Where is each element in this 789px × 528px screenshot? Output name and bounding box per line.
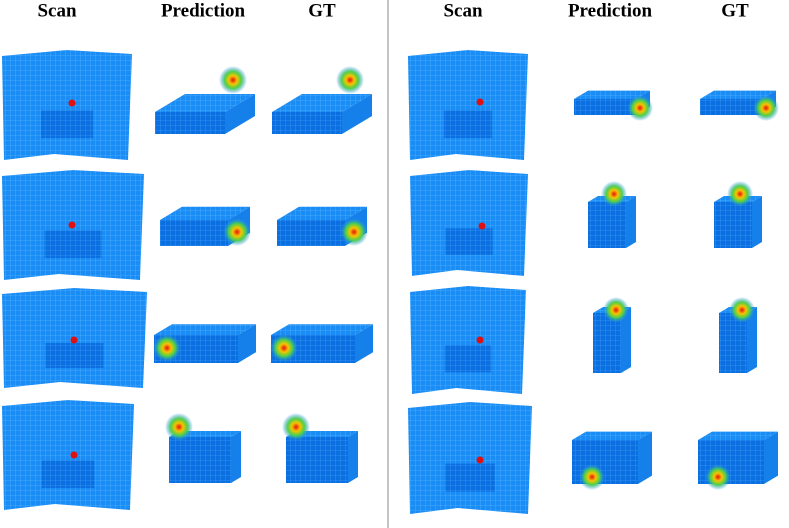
voxel-side [238, 324, 256, 363]
voxel-side [752, 196, 762, 248]
query-point [476, 336, 484, 344]
voxel-side [747, 307, 757, 373]
scan [410, 286, 526, 394]
voxel-front [714, 202, 752, 248]
heatmap [165, 413, 193, 441]
voxel-side [638, 431, 652, 484]
scan-detail [444, 345, 492, 373]
voxel-side [225, 94, 255, 134]
scan [2, 400, 134, 510]
renderings [2, 50, 779, 514]
voxel-front [160, 220, 228, 246]
heatmap [270, 334, 298, 362]
voxel-front [272, 112, 342, 134]
voxel-side [355, 324, 373, 363]
voxel-side [348, 431, 358, 483]
scan [2, 50, 132, 160]
scan-detail [44, 230, 102, 258]
scan-detail [444, 110, 492, 138]
column-header: GT [721, 0, 749, 21]
voxel-front [574, 99, 636, 115]
scan-detail [445, 228, 493, 255]
column-header: Prediction [568, 0, 653, 21]
scan [410, 170, 528, 276]
voxel-top [155, 94, 255, 112]
query-point [476, 456, 484, 464]
heatmap [336, 66, 364, 94]
heatmap [223, 218, 251, 246]
voxel-front [700, 99, 762, 115]
heatmap [340, 218, 368, 246]
voxel-top [272, 94, 372, 112]
voxel-side [626, 196, 636, 248]
voxel-front [719, 313, 747, 373]
voxel-front [277, 220, 345, 246]
query-point [68, 221, 76, 229]
voxel-front [286, 437, 348, 483]
heatmap [603, 297, 629, 323]
scan-detail [445, 463, 495, 492]
voxel-side [764, 431, 778, 484]
heatmap [219, 66, 247, 94]
column-header: GT [308, 0, 336, 21]
voxel-front [169, 437, 231, 483]
heatmap [753, 95, 779, 121]
scan [408, 50, 528, 160]
heatmap [727, 181, 753, 207]
query-point [70, 451, 78, 459]
voxel-top [700, 90, 776, 99]
voxel-top [698, 431, 778, 440]
voxel-top [271, 324, 373, 335]
scan-detail [41, 110, 93, 138]
query-point [478, 222, 486, 230]
heatmap [627, 95, 653, 121]
voxel-top [572, 431, 652, 440]
query-point [476, 98, 484, 106]
voxel-top [160, 206, 250, 220]
voxel-top [277, 206, 367, 220]
voxel-front [593, 313, 621, 373]
voxel-top [574, 90, 650, 99]
column-header: Prediction [161, 0, 246, 21]
heatmap [282, 413, 310, 441]
voxel-front [588, 202, 626, 248]
column-header: Scan [37, 0, 77, 21]
query-point [68, 99, 76, 107]
voxel-top [154, 324, 256, 335]
heatmap [705, 464, 731, 490]
heatmap [153, 334, 181, 362]
heatmap [579, 464, 605, 490]
heatmap [601, 181, 627, 207]
voxel-front [155, 112, 225, 134]
scan-detail [41, 460, 95, 488]
voxel-side [342, 94, 372, 134]
column-header: Scan [443, 0, 483, 21]
voxel-side [231, 431, 241, 483]
heatmap [729, 297, 755, 323]
scan [408, 402, 532, 514]
scan-detail [45, 343, 104, 368]
query-point [70, 336, 78, 344]
voxel-side [621, 307, 631, 373]
